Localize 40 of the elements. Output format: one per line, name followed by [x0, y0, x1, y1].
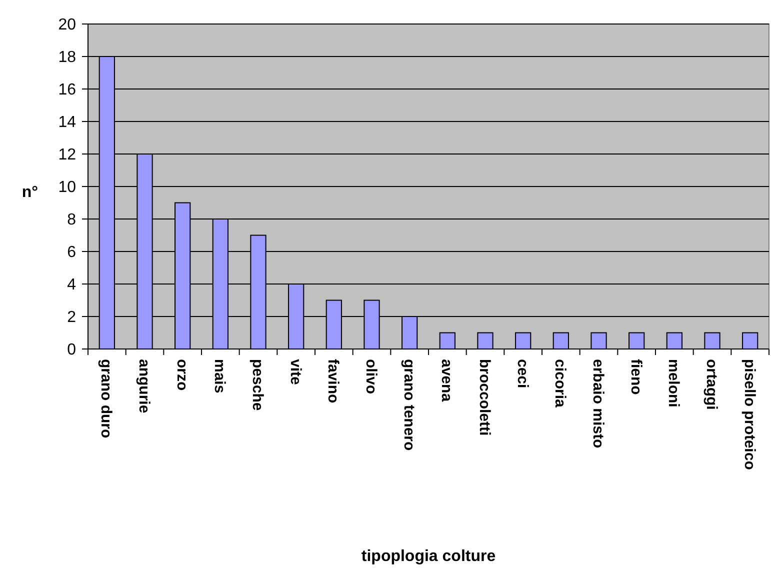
x-tick-label: broccoletti — [476, 359, 493, 436]
x-tick-label: fieno — [627, 359, 644, 395]
y-tick-label: 6 — [67, 244, 76, 262]
bar — [666, 332, 682, 350]
bar — [742, 332, 758, 350]
x-tick-label: olivo — [362, 359, 380, 394]
bar — [590, 332, 607, 350]
x-tick-label: grano duro — [98, 359, 115, 438]
x-tick-label: vite — [286, 359, 304, 385]
y-tick-label: 10 — [58, 179, 76, 196]
x-tick-label: orzo — [173, 359, 190, 391]
x-tick-label: ortaggi — [703, 359, 720, 410]
x-tick-label: angurie — [136, 359, 152, 414]
y-tick-label: 14 — [58, 114, 76, 132]
bar — [628, 332, 645, 350]
bar — [515, 332, 532, 350]
y-tick-label: 12 — [58, 146, 76, 164]
x-tick-label: grano tenero — [400, 359, 418, 451]
x-tick-label: pisello proteico — [740, 359, 758, 470]
y-tick-label: 16 — [58, 82, 76, 99]
y-tick-label: 0 — [67, 342, 76, 359]
x-tick-label: avena — [438, 359, 456, 402]
bar — [552, 332, 569, 350]
x-tick-label: ceci — [514, 359, 531, 388]
x-tick-label: favino — [324, 359, 342, 404]
x-tick-label: erbaio misto — [590, 359, 606, 448]
y-tick-label: 2 — [67, 309, 76, 326]
bar — [439, 332, 456, 350]
y-tick-label: 4 — [67, 276, 76, 294]
y-tick-label: 8 — [67, 212, 76, 229]
x-tick-label: meloni — [665, 359, 682, 408]
y-tick-label: 20 — [58, 16, 76, 34]
bar — [477, 332, 494, 350]
y-axis-title: n° — [22, 184, 38, 201]
bar — [704, 332, 720, 350]
x-tick-label: cicoria — [552, 359, 569, 408]
x-tick-label: pesche — [249, 359, 266, 411]
y-tick-label: 18 — [58, 49, 76, 66]
x-tick-label: mais — [211, 359, 228, 394]
x-axis-title: tipoplogia colture — [361, 548, 496, 565]
